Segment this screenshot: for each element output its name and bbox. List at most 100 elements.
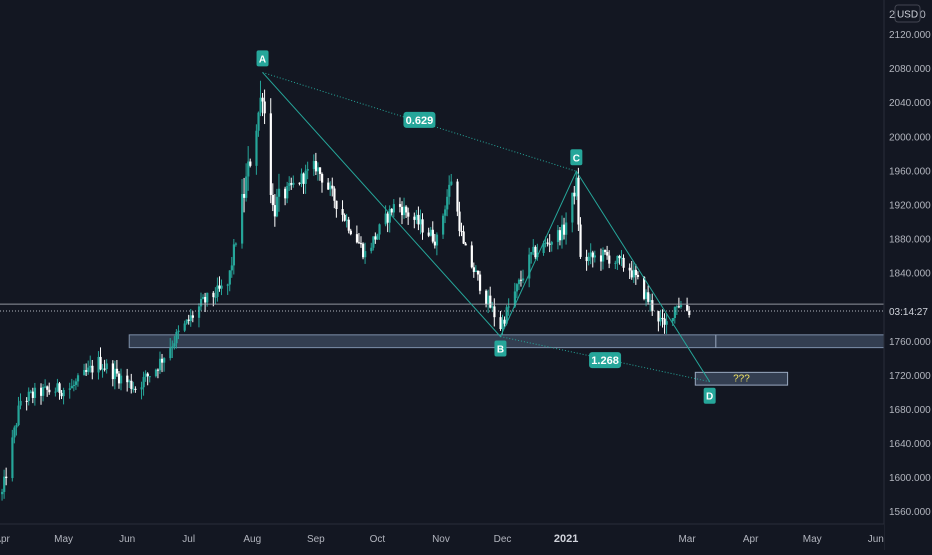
ac-ratio-label[interactable]	[403, 111, 436, 128]
candle-body	[1, 491, 4, 495]
candle-body	[659, 317, 662, 322]
candle-body	[632, 269, 635, 278]
candle-body	[54, 391, 57, 393]
candle-body	[556, 230, 560, 243]
time-tick-label: Apr	[743, 534, 759, 545]
candle-body	[462, 231, 465, 244]
candle-body	[370, 247, 373, 252]
candle-body	[130, 380, 133, 389]
candle-body	[142, 376, 145, 388]
candle-body	[417, 214, 420, 225]
candle-body	[220, 285, 223, 289]
price-tick-label: 1880.000	[889, 235, 931, 246]
candle-body	[5, 476, 8, 479]
candle-body	[522, 278, 525, 281]
bd-ratio-label[interactable]	[589, 352, 622, 369]
candle-body	[241, 194, 244, 244]
candle-body	[415, 214, 418, 220]
candle-body	[565, 222, 568, 235]
candle-body	[618, 255, 621, 259]
candle-body	[472, 267, 475, 273]
candle-body	[647, 292, 650, 302]
candle-body	[271, 194, 274, 206]
point-label-a[interactable]	[256, 50, 269, 67]
candle-body	[384, 213, 387, 225]
candle-body	[587, 256, 590, 262]
candle-body	[534, 246, 537, 258]
candle-body	[458, 211, 461, 232]
point-label-text: C	[573, 153, 580, 164]
candle-body	[62, 389, 65, 397]
candle-body	[548, 243, 551, 245]
candle-body	[105, 363, 108, 370]
candle-body	[665, 321, 668, 325]
candle-body	[263, 101, 266, 114]
candle-body	[643, 276, 646, 299]
candle-body	[616, 255, 619, 263]
target-zone[interactable]	[694, 371, 789, 386]
price-tick-label: 1680.000	[889, 405, 931, 416]
candle-body	[40, 387, 43, 396]
candle-body	[421, 219, 424, 233]
candle-body	[318, 167, 322, 174]
candle-body	[503, 319, 506, 324]
candle-body	[144, 373, 147, 377]
candle-body	[200, 298, 203, 307]
candle-body	[532, 246, 535, 253]
candle-body	[113, 368, 117, 380]
point-label-text: D	[706, 392, 713, 403]
candle-body	[398, 204, 402, 207]
point-label-c[interactable]	[570, 149, 583, 166]
price-axis-panel[interactable]	[884, 0, 932, 550]
ac-ratio-line	[262, 71, 577, 172]
candle-body	[620, 257, 623, 259]
candle-body	[579, 224, 582, 257]
candle-body	[111, 363, 115, 380]
point-label-b[interactable]	[494, 340, 507, 357]
support-zone[interactable]	[128, 334, 885, 349]
candle-body	[76, 375, 80, 382]
currency-button[interactable]	[894, 4, 921, 23]
candle-body	[591, 252, 594, 258]
candle-body	[169, 348, 172, 359]
candle-body	[478, 274, 482, 291]
candle-body	[589, 252, 592, 257]
candle-body	[232, 244, 236, 266]
candle-body	[675, 306, 679, 308]
point-label-text: B	[497, 345, 504, 356]
candle-body	[585, 256, 588, 262]
candle-body	[544, 242, 547, 244]
candle-body	[128, 380, 131, 383]
candle-body	[27, 391, 30, 402]
candle-body	[446, 196, 449, 210]
candle-body	[202, 296, 205, 299]
candle-body	[435, 234, 439, 246]
candle-body	[185, 319, 188, 324]
candle-body	[673, 306, 676, 318]
candle-body	[505, 307, 508, 324]
candle-body	[140, 387, 143, 390]
candle-body	[671, 317, 674, 322]
time-tick-label: Oct	[370, 534, 386, 545]
candle-body	[349, 230, 352, 235]
candle-body	[499, 317, 502, 330]
candle-body	[277, 188, 281, 197]
candle-body	[286, 186, 289, 199]
abcd-pattern[interactable]: A B C D 0.629 1.268???	[256, 50, 751, 404]
time-axis-panel[interactable]	[0, 524, 884, 550]
time-tick-label: Mar	[678, 534, 696, 545]
point-label-d[interactable]	[703, 387, 716, 404]
candle-body	[216, 285, 219, 297]
candle-body	[489, 295, 492, 308]
pattern-legs[interactable]	[262, 72, 711, 382]
candle-body	[376, 234, 379, 240]
candles	[1, 80, 691, 501]
candle-body	[427, 232, 430, 236]
candle-body	[101, 368, 104, 370]
candle-body	[493, 306, 496, 318]
candle-body	[275, 196, 279, 217]
candle-body	[56, 383, 59, 392]
